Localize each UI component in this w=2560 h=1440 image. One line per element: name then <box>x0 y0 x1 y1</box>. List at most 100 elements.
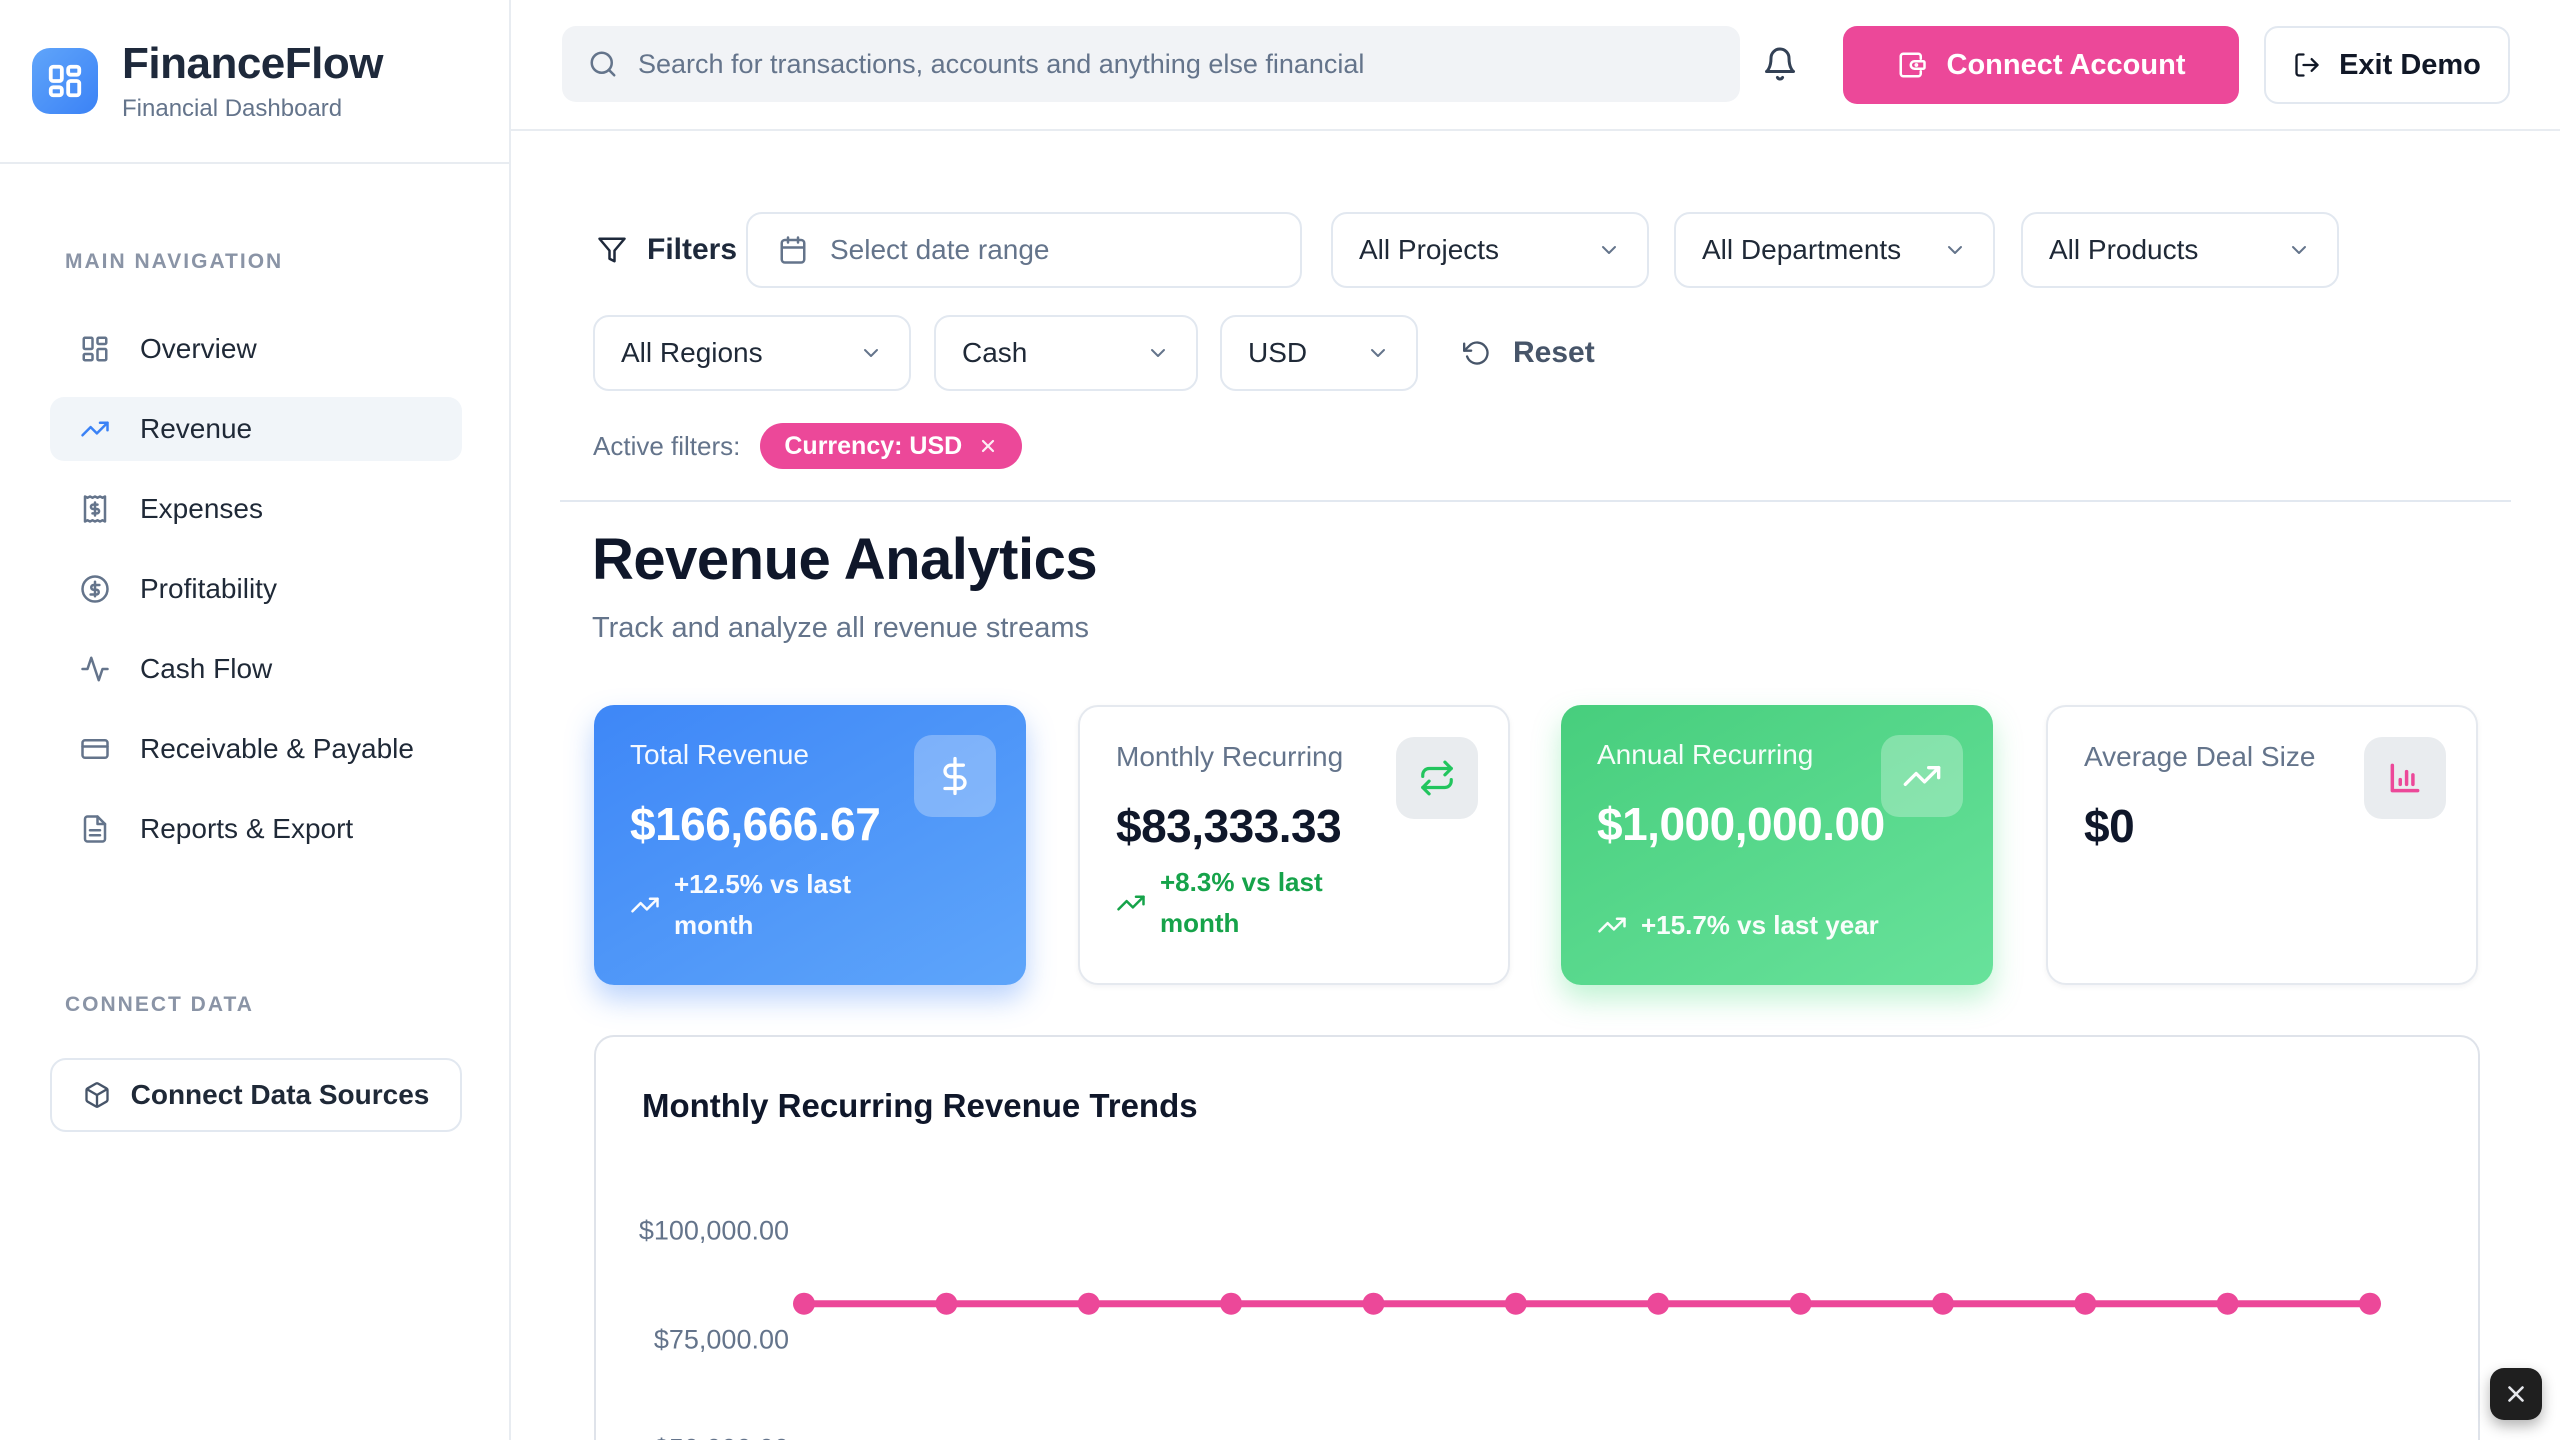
connect-account-label: Connect Account <box>1946 48 2186 81</box>
regions-select[interactable]: All Regions <box>593 315 911 391</box>
kpi-change: +12.5% vs last month <box>630 864 914 945</box>
sidebar-item-label: Receivable & Payable <box>140 733 414 764</box>
sidebar-item-label: Expenses <box>140 493 263 524</box>
sidebar-item-cash-flow[interactable]: Cash Flow <box>50 637 462 701</box>
sidebar-item-label: Cash Flow <box>140 653 273 684</box>
currency-select[interactable]: USD <box>1220 315 1418 391</box>
date-range-input[interactable]: Select date range <box>746 212 1302 288</box>
y-axis-tick: $75,000.00 <box>653 1324 789 1355</box>
bar-chart-icon <box>2364 737 2446 819</box>
currency-select-value: USD <box>1248 337 1308 368</box>
mrr-trends-card: Monthly Recurring Revenue Trends $100,00… <box>594 1035 2480 1440</box>
y-axis-tick: $50,000.00 <box>596 1434 789 1440</box>
sidebar-item-expenses[interactable]: Expenses <box>50 477 462 541</box>
departments-select[interactable]: All Departments <box>1674 212 1995 288</box>
activity-icon <box>80 654 110 684</box>
products-select[interactable]: All Products <box>2021 212 2339 288</box>
chevron-down-icon <box>1146 341 1170 365</box>
trending-up-icon <box>630 890 660 920</box>
main-navigation-label: MAIN NAVIGATION <box>65 250 284 273</box>
kpi-card-monthly-recurring: Monthly Recurring $83,333.33 +8.3% vs la… <box>1078 705 1510 985</box>
date-range-placeholder: Select date range <box>830 234 1050 265</box>
sidebar-item-label: Overview <box>140 333 257 364</box>
app-tagline: Financial Dashboard <box>122 95 343 122</box>
filters-heading: Filters <box>597 221 737 279</box>
sidebar-item-overview[interactable]: Overview <box>50 317 462 381</box>
trending-up-icon <box>1881 735 1963 817</box>
search-icon <box>588 49 618 79</box>
main-navigation: Overview Revenue Expenses Profitability … <box>50 317 462 877</box>
app-title: FinanceFlow <box>122 39 383 88</box>
connect-data-label: CONNECT DATA <box>65 993 254 1016</box>
filters-label: Filters <box>647 233 738 266</box>
products-select-value: All Products <box>2049 234 2199 265</box>
active-filters-label: Active filters: <box>593 430 741 461</box>
credit-card-icon <box>80 734 110 764</box>
log-out-icon <box>2293 51 2321 79</box>
topbar: Connect Account Exit Demo <box>511 0 2560 131</box>
sidebar-item-label: Revenue <box>140 413 253 444</box>
global-search <box>562 26 1740 102</box>
kpi-card-total-revenue: Total Revenue $166,666.67 +12.5% vs last… <box>594 705 1026 985</box>
file-text-icon <box>80 814 110 844</box>
sidebar: FinanceFlow Financial Dashboard MAIN NAV… <box>0 0 511 1440</box>
kpi-label: Average Deal Size <box>2084 741 2316 772</box>
bell-icon <box>1762 46 1798 82</box>
sidebar-item-revenue[interactable]: Revenue <box>50 397 462 461</box>
connect-data-sources-label: Connect Data Sources <box>130 1079 430 1110</box>
kpi-change-text: +8.3% vs last month <box>1160 867 1323 938</box>
chevron-down-icon <box>2287 238 2311 262</box>
receipt-icon <box>80 494 110 524</box>
calendar-icon <box>778 235 808 265</box>
chevron-down-icon <box>1597 238 1621 262</box>
sidebar-item-profitability[interactable]: Profitability <box>50 557 462 621</box>
chevron-down-icon <box>1366 341 1390 365</box>
kpi-change: +15.7% vs last year <box>1597 905 1879 945</box>
kpi-label: Annual Recurring <box>1597 739 1814 770</box>
sidebar-item-label: Profitability <box>140 573 277 604</box>
chart-title: Monthly Recurring Revenue Trends <box>642 1087 1198 1124</box>
sidebar-item-receivable-payable[interactable]: Receivable & Payable <box>50 717 462 781</box>
trending-up-icon <box>1116 888 1146 918</box>
trending-up-icon <box>1597 910 1627 940</box>
currency-filter-chip-label: Currency: USD <box>784 431 963 460</box>
connect-account-button[interactable]: Connect Account <box>1843 26 2239 104</box>
brand: FinanceFlow Financial Dashboard <box>0 0 509 164</box>
mrr-plot-svg <box>793 1292 2381 1315</box>
cash-method-select[interactable]: Cash <box>934 315 1198 391</box>
cash-method-select-value: Cash <box>962 337 1028 368</box>
notifications-bell-button[interactable] <box>1762 46 1798 82</box>
app-logo <box>32 48 98 114</box>
repeat-icon <box>1396 737 1478 819</box>
chevron-down-icon <box>859 341 883 365</box>
search-input[interactable] <box>638 48 1714 80</box>
page-subtitle: Track and analyze all revenue streams <box>592 612 1089 644</box>
reset-filters-button[interactable]: Reset <box>1463 322 1595 384</box>
page-title: Revenue Analytics <box>592 527 1098 592</box>
dashboard-logo-icon <box>46 62 84 100</box>
dollar-circle-icon <box>80 574 110 604</box>
kpi-card-average-deal-size: Average Deal Size $0 <box>2046 705 2478 985</box>
kpi-value: $0 <box>2084 800 2135 852</box>
dismiss-overlay-button[interactable] <box>2490 1368 2542 1420</box>
kpi-card-annual-recurring: Annual Recurring $1,000,000.00 +15.7% vs… <box>1561 705 1993 985</box>
active-filters-row: Active filters: Currency: USD <box>593 423 1023 469</box>
reset-label: Reset <box>1513 336 1595 369</box>
chevron-down-icon <box>1943 238 1967 262</box>
connect-data-sources-button[interactable]: Connect Data Sources <box>50 1058 462 1132</box>
departments-select-value: All Departments <box>1702 234 1902 265</box>
kpi-label: Total Revenue <box>630 739 810 770</box>
projects-select[interactable]: All Projects <box>1331 212 1649 288</box>
dashboard-icon <box>80 334 110 364</box>
y-axis-tick: $100,000.00 <box>638 1215 789 1246</box>
sidebar-item-reports-export[interactable]: Reports & Export <box>50 797 462 861</box>
kpi-value: $83,333.33 <box>1116 800 1342 852</box>
kpi-label: Monthly Recurring <box>1116 741 1344 772</box>
exit-demo-button[interactable]: Exit Demo <box>2264 26 2510 104</box>
projects-select-value: All Projects <box>1359 234 1500 265</box>
kpi-change-text: +15.7% vs last year <box>1641 909 1879 940</box>
kpi-value: $166,666.67 <box>630 798 881 850</box>
remove-filter-icon[interactable] <box>978 436 998 456</box>
currency-filter-chip: Currency: USD <box>760 423 1023 469</box>
regions-select-value: All Regions <box>621 337 763 368</box>
